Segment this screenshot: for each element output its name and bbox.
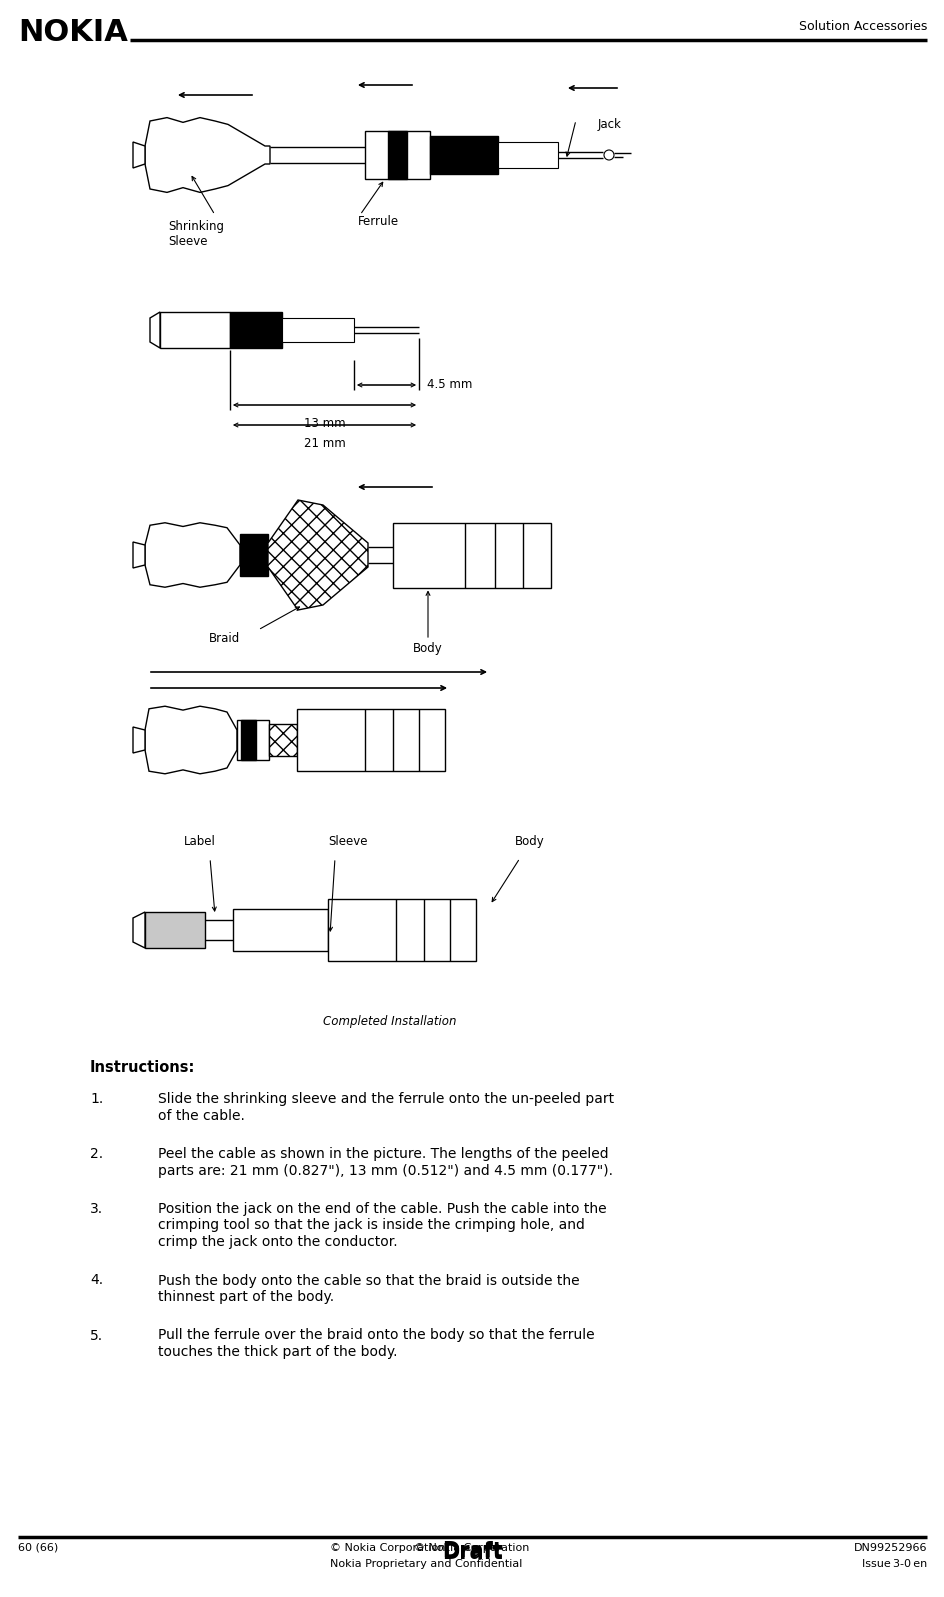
Bar: [160, 311, 229, 348]
Text: 5.: 5.: [90, 1329, 103, 1343]
Text: Braid: Braid: [210, 632, 241, 645]
Text: 13 mm: 13 mm: [303, 417, 345, 430]
Text: 4.: 4.: [90, 1273, 103, 1287]
Text: © Nokia Corporation: © Nokia Corporation: [329, 1543, 445, 1552]
Text: 2.: 2.: [90, 1147, 103, 1161]
Text: Ferrule: Ferrule: [358, 216, 398, 228]
Text: Draft: Draft: [441, 1541, 502, 1560]
Text: parts are: 21 mm (0.827"), 13 mm (0.512") and 4.5 mm (0.177").: parts are: 21 mm (0.827"), 13 mm (0.512"…: [158, 1164, 613, 1177]
Bar: [229, 311, 281, 348]
Text: Shrinking
Sleeve: Shrinking Sleeve: [168, 220, 224, 248]
Text: Draft: Draft: [441, 1543, 502, 1563]
Text: 4.5 mm: 4.5 mm: [427, 378, 472, 391]
Text: Label: Label: [184, 835, 216, 848]
Text: Push the body onto the cable so that the braid is outside the: Push the body onto the cable so that the…: [158, 1273, 579, 1287]
Bar: [233, 909, 328, 950]
Text: Position the jack on the end of the cable. Push the cable into the: Position the jack on the end of the cabl…: [158, 1203, 606, 1215]
Text: crimp the jack onto the conductor.: crimp the jack onto the conductor.: [158, 1234, 397, 1249]
Text: Body: Body: [514, 835, 545, 848]
Text: of the cable.: of the cable.: [158, 1108, 244, 1123]
Text: 21 mm: 21 mm: [303, 438, 345, 450]
Polygon shape: [144, 522, 240, 588]
Polygon shape: [133, 727, 144, 754]
Bar: [497, 142, 557, 168]
Text: Jack: Jack: [598, 118, 621, 131]
Text: NOKIA: NOKIA: [18, 18, 127, 46]
Polygon shape: [268, 500, 367, 610]
Polygon shape: [133, 912, 144, 949]
Text: Peel the cable as shown in the picture. The lengths of the peeled: Peel the cable as shown in the picture. …: [158, 1147, 608, 1161]
Bar: [240, 533, 268, 577]
Polygon shape: [133, 541, 144, 569]
Circle shape: [603, 150, 614, 160]
Bar: [241, 720, 256, 760]
Text: Sleeve: Sleeve: [328, 835, 367, 848]
Bar: [144, 912, 205, 949]
Text: 1.: 1.: [90, 1092, 103, 1107]
Polygon shape: [144, 706, 237, 775]
Text: 60 (66): 60 (66): [18, 1543, 59, 1552]
Bar: [393, 522, 550, 588]
Bar: [296, 709, 445, 771]
Bar: [269, 723, 296, 755]
Text: Body: Body: [413, 642, 443, 655]
Bar: [281, 318, 354, 342]
Text: DN99252966: DN99252966: [852, 1543, 926, 1552]
Text: Solution Accessories: Solution Accessories: [798, 21, 926, 34]
Bar: [364, 131, 430, 179]
Text: Slide the shrinking sleeve and the ferrule onto the un-peeled part: Slide the shrinking sleeve and the ferru…: [158, 1092, 614, 1107]
Text: touches the thick part of the body.: touches the thick part of the body.: [158, 1345, 397, 1359]
Text: thinnest part of the body.: thinnest part of the body.: [158, 1290, 334, 1305]
Bar: [387, 131, 407, 179]
Text: crimping tool so that the jack is inside the crimping hole, and: crimping tool so that the jack is inside…: [158, 1219, 584, 1233]
Polygon shape: [150, 311, 160, 348]
Polygon shape: [133, 142, 144, 168]
Text: 3.: 3.: [90, 1203, 103, 1215]
Text: © Nokia Corporation: © Nokia Corporation: [413, 1543, 530, 1552]
Text: Completed Installation: Completed Installation: [323, 1016, 456, 1028]
Text: Pull the ferrule over the braid onto the body so that the ferrule: Pull the ferrule over the braid onto the…: [158, 1329, 594, 1343]
Bar: [328, 899, 476, 961]
Text: Issue 3-0 en: Issue 3-0 en: [861, 1559, 926, 1568]
Bar: [237, 720, 269, 760]
Text: Instructions:: Instructions:: [90, 1060, 195, 1075]
Polygon shape: [144, 118, 270, 192]
Bar: [430, 136, 497, 174]
Text: Nokia Proprietary and Confidential: Nokia Proprietary and Confidential: [329, 1559, 522, 1568]
